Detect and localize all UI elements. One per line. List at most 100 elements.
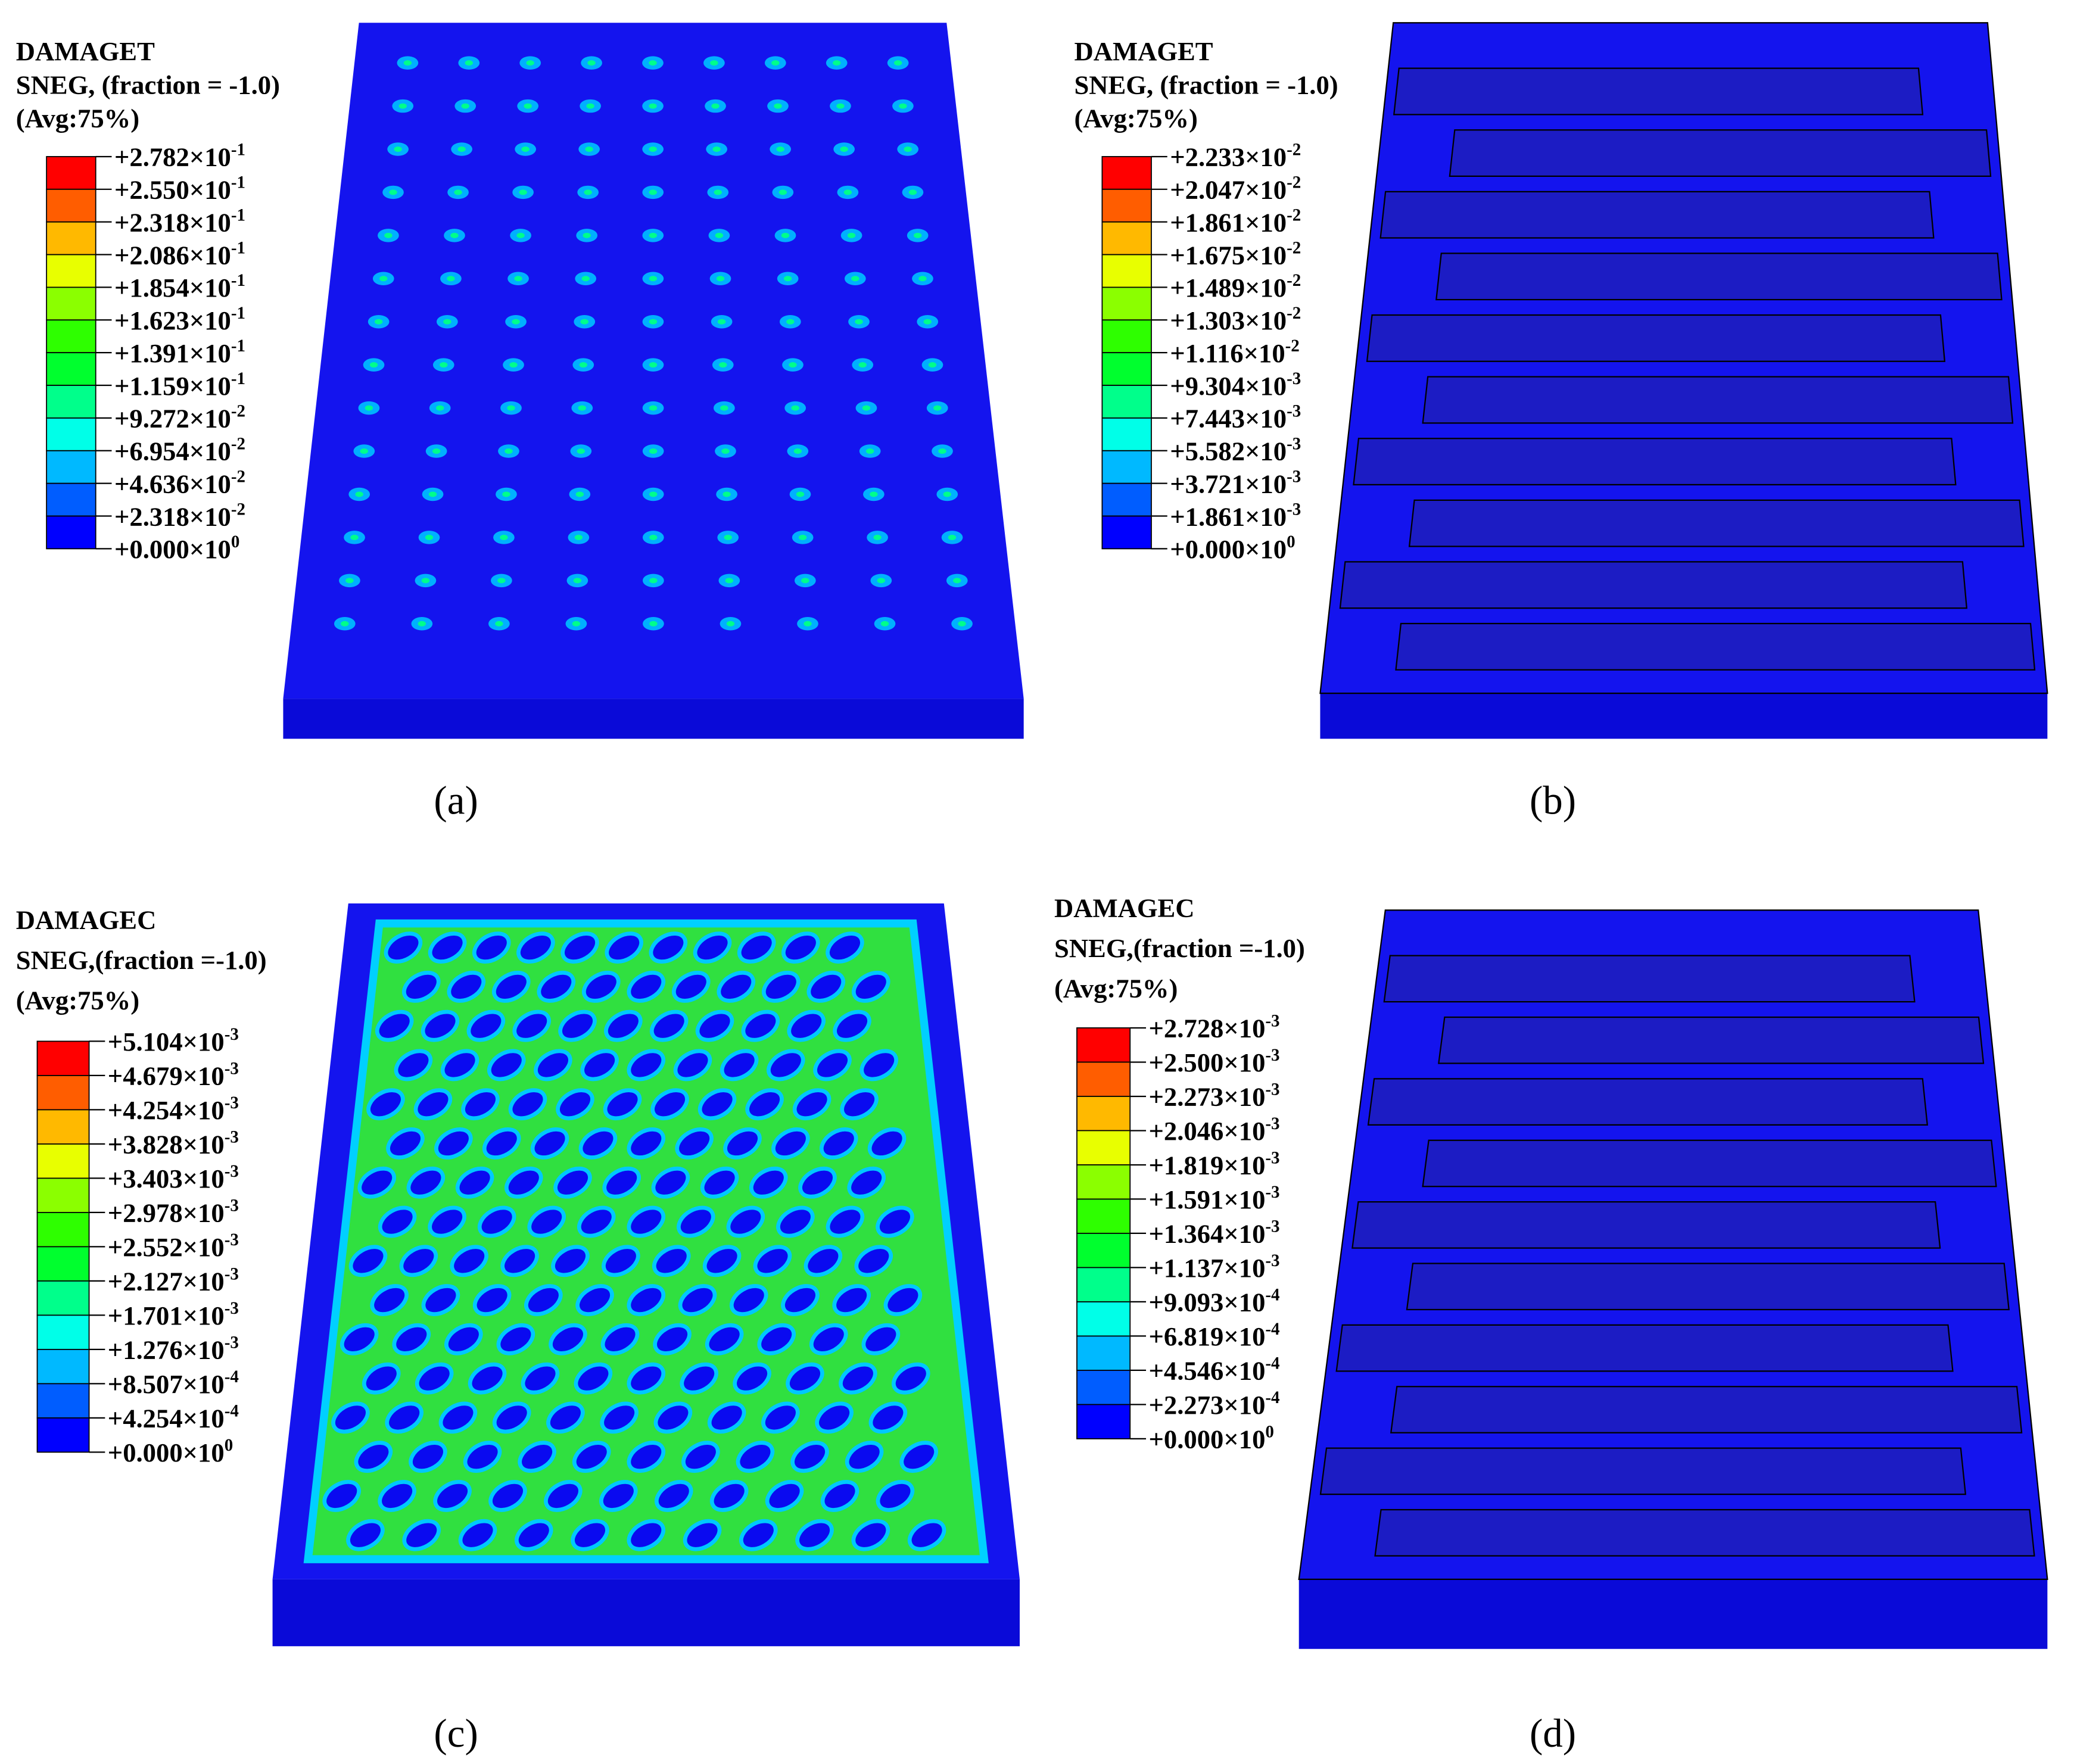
- intact-cell: [655, 1480, 693, 1512]
- legend-label: +9.304×10-3: [1170, 369, 1301, 401]
- intact-cell: [438, 1401, 478, 1434]
- damage-core: [855, 319, 863, 325]
- legend-label: +5.104×10-3: [108, 1025, 239, 1056]
- legend-exponent: 0: [225, 1436, 233, 1455]
- damage-core: [923, 319, 932, 325]
- legend-mantissa: +4.546×10: [1148, 1356, 1265, 1386]
- legend-exponent: 0: [1287, 532, 1296, 551]
- intact-cell: [627, 1205, 665, 1238]
- intact-cell: [813, 1049, 852, 1082]
- legend-label: +2.318×10-1: [114, 205, 245, 237]
- legend-exponent: -3: [1265, 1149, 1279, 1168]
- legend-exponent: -3: [1287, 467, 1301, 486]
- damage-core: [502, 491, 510, 497]
- legend-exponent: -3: [1265, 1012, 1279, 1031]
- intact-cell: [833, 1009, 871, 1042]
- damage-core: [587, 60, 596, 66]
- intact-cell: [672, 970, 711, 1003]
- legend-mantissa: +2.273×10: [1148, 1390, 1265, 1420]
- legend-exponent: -4: [1265, 1388, 1280, 1407]
- damage-core: [403, 60, 412, 66]
- damage-core: [575, 491, 584, 497]
- intact-cell: [771, 1127, 810, 1160]
- legend-swatch: [1101, 254, 1152, 288]
- legend-label: +7.443×10-3: [1170, 402, 1301, 434]
- damage-core: [717, 319, 726, 325]
- intact-cell: [331, 1401, 370, 1434]
- legend-swatch: [1076, 1404, 1131, 1439]
- damage-core: [847, 232, 856, 238]
- legend-exponent: 0: [231, 532, 240, 551]
- intact-cell: [527, 1205, 566, 1238]
- intact-cell: [516, 931, 555, 964]
- intact-cell: [482, 1127, 521, 1160]
- legend-mantissa: +3.403×10: [108, 1164, 225, 1193]
- strip: [1367, 1078, 1929, 1126]
- legend-title: SNEG, (fraction = -1.0): [1074, 70, 1338, 99]
- legend-exponent: -3: [225, 1093, 239, 1112]
- intact-cell: [826, 1205, 865, 1238]
- damage-core: [649, 146, 657, 152]
- legend-exponent: -3: [1287, 434, 1301, 453]
- legend-label: +1.861×10-2: [1170, 205, 1301, 237]
- intact-cell: [705, 1323, 744, 1355]
- intact-cell: [832, 1284, 871, 1316]
- damage-core: [801, 578, 809, 584]
- damage-core: [432, 448, 441, 454]
- plate-front: [272, 1579, 1020, 1647]
- legend-exponent: -2: [231, 467, 245, 486]
- intact-cell: [697, 1088, 737, 1121]
- legend-label: +2.978×10-3: [108, 1196, 239, 1228]
- legend-exponent: -2: [1285, 336, 1300, 356]
- legend-mantissa: +1.391×10: [114, 338, 231, 368]
- intact-cell: [745, 1088, 784, 1121]
- damage-core: [899, 103, 907, 109]
- intact-cell: [386, 1127, 425, 1160]
- intact-cell: [450, 1245, 488, 1277]
- intact-cell: [809, 1323, 848, 1355]
- legend-exponent: -2: [1287, 271, 1301, 290]
- legend-title: (Avg:75%): [16, 103, 139, 133]
- damage-core: [840, 146, 848, 152]
- legend-mantissa: +7.443×10: [1170, 404, 1287, 434]
- legend-swatch: [1076, 1233, 1131, 1269]
- damage-core: [443, 319, 451, 325]
- intact-cell: [421, 1284, 460, 1316]
- intact-cell: [399, 1245, 438, 1277]
- legend-label: +2.046×10-3: [1148, 1114, 1279, 1146]
- legend-exponent: -3: [225, 1265, 239, 1284]
- damage-core: [771, 60, 780, 66]
- damage-core: [450, 232, 459, 238]
- legend-label: +2.273×10-3: [1148, 1080, 1279, 1112]
- legend-mantissa: +0.000×10: [1170, 534, 1287, 564]
- legend-exponent: -1: [231, 141, 245, 160]
- damage-core: [586, 103, 594, 109]
- panel-label: (c): [434, 1711, 478, 1756]
- legend-label: +1.854×10-1: [114, 271, 245, 303]
- legend-label: +8.507×10-4: [108, 1367, 239, 1399]
- intact-cell: [549, 1323, 587, 1355]
- intact-cell: [707, 1401, 746, 1434]
- damage-core: [457, 146, 466, 152]
- damage-core: [500, 534, 508, 540]
- intact-cell: [761, 1401, 800, 1434]
- damage-core: [796, 491, 805, 497]
- plate-front: [1298, 1579, 2048, 1649]
- legend-label: +1.303×10-2: [1170, 304, 1301, 335]
- legend-exponent: -2: [1287, 238, 1301, 257]
- strip: [1374, 1509, 2035, 1557]
- damage-core: [793, 448, 802, 454]
- damage-core: [858, 362, 867, 368]
- legend-swatch: [1076, 1198, 1131, 1234]
- damage-core: [447, 276, 455, 282]
- intact-cell: [627, 1049, 665, 1082]
- intact-cell: [819, 1127, 858, 1160]
- intact-cell: [546, 1401, 585, 1434]
- legend-mantissa: +9.093×10: [1148, 1288, 1265, 1317]
- intact-cell: [876, 1205, 914, 1238]
- damage-core: [374, 319, 383, 325]
- intact-cell: [348, 1245, 388, 1277]
- legend-swatch: [46, 482, 96, 517]
- intact-cell: [340, 1323, 379, 1355]
- legend-exponent: -3: [1265, 1114, 1279, 1133]
